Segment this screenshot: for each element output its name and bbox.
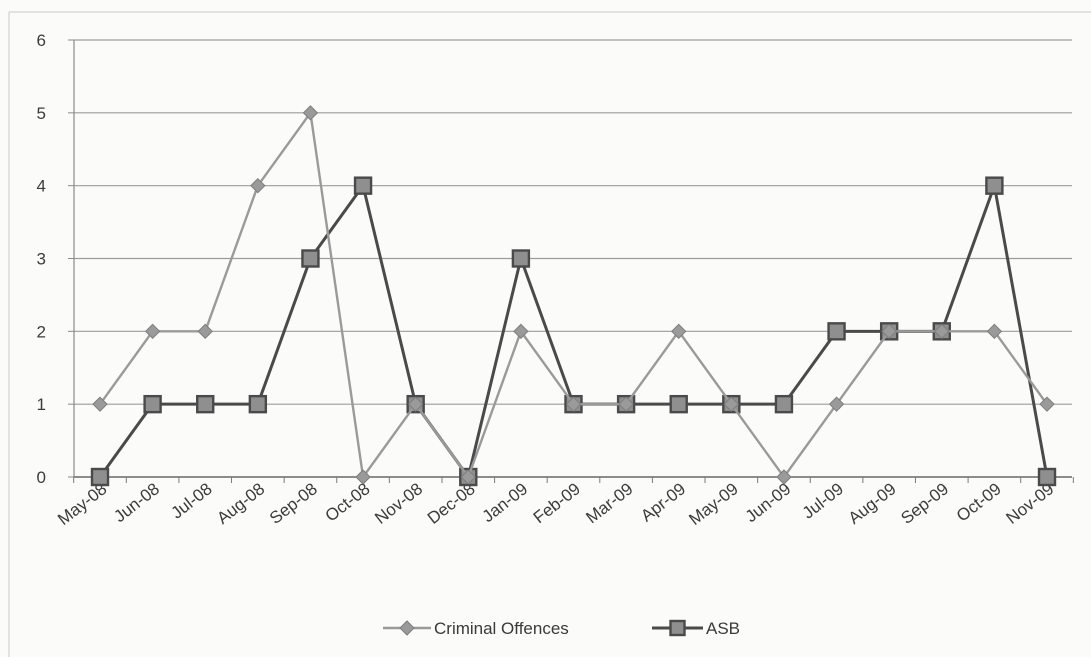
x-tick-label: Apr-09 (637, 479, 689, 525)
x-tick-label: Sep-08 (266, 479, 321, 528)
x-tick-label: Oct-09 (953, 479, 1005, 525)
data-point (511, 249, 531, 268)
data-point (1039, 396, 1055, 412)
y-tick-label: 6 (37, 31, 46, 50)
y-tick-label: 0 (37, 468, 46, 487)
data-point (881, 323, 897, 340)
data-point (353, 176, 373, 195)
x-tick-label: May-09 (685, 479, 741, 529)
data-point (513, 323, 529, 340)
y-tick-label: 2 (37, 322, 46, 341)
data-point (723, 396, 740, 412)
legend-label: Criminal Offences (434, 619, 569, 638)
data-point (143, 394, 162, 414)
data-point (92, 396, 108, 412)
series-line (99, 111, 1048, 479)
data-point (301, 249, 320, 268)
data-point (618, 396, 634, 412)
x-tick-label: Jun-08 (110, 479, 163, 526)
series-lines (90, 105, 1057, 487)
legend-marker (399, 620, 415, 636)
data-point (250, 177, 266, 194)
x-tick-label: Jun-09 (742, 479, 795, 526)
data-point (985, 176, 1004, 195)
y-tick-label: 1 (37, 395, 46, 414)
data-point (669, 394, 688, 414)
data-point (248, 394, 268, 414)
data-point (828, 396, 845, 412)
y-tick-label: 5 (37, 104, 46, 123)
data-point (196, 394, 215, 414)
x-tick-label: May-08 (54, 479, 110, 529)
x-tick-label: Dec-08 (424, 479, 479, 528)
data-point (90, 467, 110, 487)
x-tick-label: Aug-08 (213, 479, 268, 528)
y-tick-label: 4 (37, 177, 46, 196)
x-tick-label: Jul-09 (799, 479, 847, 522)
x-tick-label: Feb-09 (530, 479, 584, 527)
x-tick-label: Nov-09 (1003, 479, 1058, 528)
legend-label: ASB (706, 619, 740, 638)
data-point (671, 323, 687, 340)
data-point (407, 396, 424, 412)
x-tick-label: Nov-08 (371, 479, 426, 528)
legend-item: ASB (652, 619, 740, 638)
data-point (827, 322, 846, 341)
data-point (776, 469, 792, 485)
legend-item: Criminal Offences (383, 619, 569, 638)
data-point (460, 469, 476, 485)
data-point (986, 323, 1003, 340)
x-tick-label: Jul-08 (167, 479, 215, 522)
data-point (144, 323, 161, 340)
x-tick-label: Aug-09 (845, 479, 900, 528)
data-point (355, 469, 371, 485)
data-point (565, 396, 582, 412)
data-point (934, 323, 950, 340)
x-tick-label: Mar-09 (582, 479, 636, 527)
x-tick-label: Oct-08 (322, 479, 374, 525)
legend-marker (669, 619, 686, 637)
series-criminal-offences (92, 105, 1055, 485)
data-point (774, 394, 794, 414)
legend: Criminal Offences ASB (383, 619, 740, 638)
x-tick-label: Sep-09 (897, 479, 952, 528)
data-point (197, 323, 213, 340)
x-tick-label: Jan-09 (479, 479, 532, 526)
y-tick-label: 3 (37, 250, 46, 269)
data-point (302, 105, 319, 121)
data-point (1037, 467, 1057, 487)
y-axis: 0 1 2 3 4 5 6 (37, 31, 75, 487)
